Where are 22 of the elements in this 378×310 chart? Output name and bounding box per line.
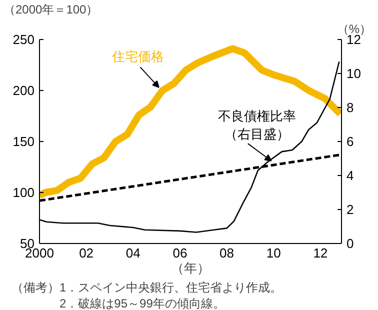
series-label: 不良債権比率（右目盛） bbox=[218, 108, 296, 142]
y-axis-title: （2000年＝100） bbox=[4, 2, 98, 16]
y-tick-label: 200 bbox=[12, 83, 35, 98]
y-tick-label: 150 bbox=[12, 134, 35, 149]
x-tick-label: 04 bbox=[126, 246, 140, 260]
x-axis-title: （年） bbox=[171, 260, 210, 276]
y2-tick-label: 10 bbox=[346, 66, 361, 81]
x-tick-label: 02 bbox=[79, 246, 94, 260]
x-tick-label: 10 bbox=[266, 246, 281, 260]
text: （備考）1．スペイン中央銀行、住宅省より作成。 bbox=[12, 280, 282, 294]
x-tick-label: 08 bbox=[220, 246, 234, 260]
y-tick-label: 100 bbox=[12, 185, 35, 200]
series-label: 住宅価格 bbox=[110, 48, 164, 64]
y-tick-label: 250 bbox=[12, 32, 35, 47]
y2-tick-label: 0 bbox=[346, 236, 354, 251]
text: 2．破線は95～99年の傾向線。 bbox=[60, 296, 225, 310]
y2-tick-label: 8 bbox=[346, 100, 354, 115]
y2-tick-label: 6 bbox=[346, 134, 354, 149]
y2-tick-label: 4 bbox=[346, 168, 354, 183]
x-tick-label: 06 bbox=[172, 246, 188, 260]
y2-tick-label: 2 bbox=[346, 202, 354, 217]
x-tick-label: 12 bbox=[313, 246, 328, 260]
